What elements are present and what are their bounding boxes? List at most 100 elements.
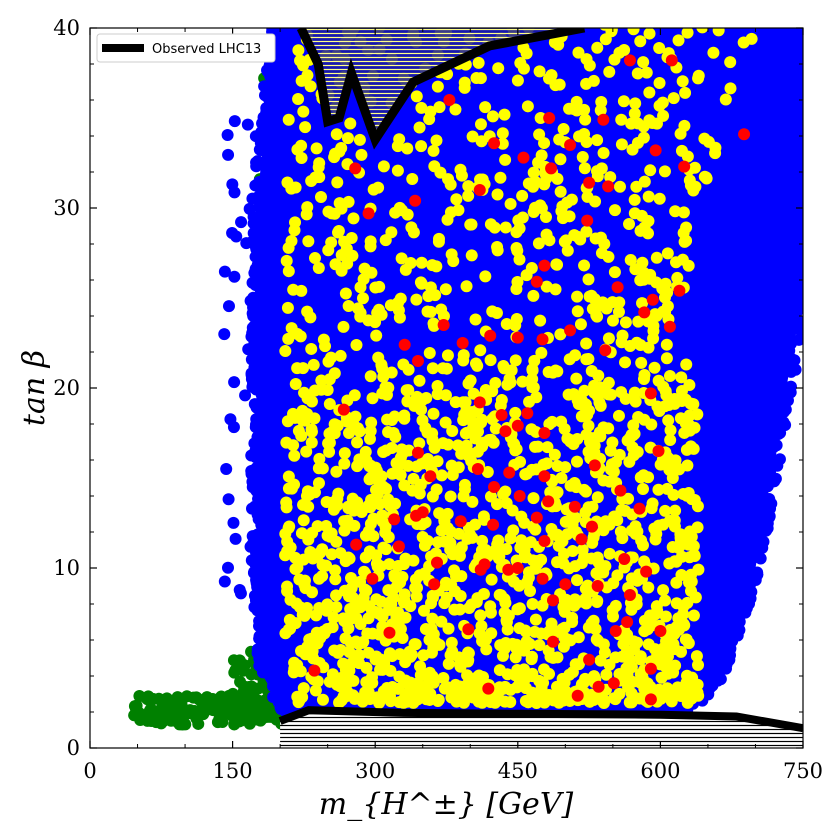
yellow-point [538, 137, 551, 150]
yellow-point [683, 525, 696, 538]
red-point [640, 565, 653, 578]
yellow-point [648, 361, 661, 374]
yellow-point [597, 146, 610, 159]
red-point [585, 520, 598, 533]
blue-point [809, 127, 821, 139]
blue-point [233, 583, 246, 596]
yellow-point [624, 340, 637, 353]
yellow-point [465, 598, 478, 611]
yellow-point [365, 497, 378, 510]
red-point [488, 481, 501, 493]
blue-point [702, 688, 715, 701]
yellow-point [321, 384, 334, 397]
yellow-point [642, 190, 655, 203]
red-point [511, 419, 524, 432]
blue-point [820, 19, 832, 31]
blue-point [822, 22, 834, 34]
yellow-point [462, 189, 475, 202]
yellow-point [677, 600, 690, 613]
yellow-point [355, 148, 368, 161]
yellow-point [484, 695, 497, 708]
blue-point [790, 262, 803, 275]
legend-box [96, 33, 276, 63]
yellow-point [629, 97, 642, 110]
red-point [564, 139, 577, 151]
yellow-point [636, 482, 649, 495]
yellow-point [441, 349, 454, 362]
yellow-point [526, 381, 539, 394]
yellow-point [370, 593, 383, 606]
blue-point [255, 530, 268, 543]
red-point [454, 515, 467, 528]
yellow-point [608, 204, 621, 217]
red-point [583, 653, 596, 666]
green-point [207, 704, 220, 717]
blue-point [271, 9, 283, 21]
yellow-point [532, 237, 545, 250]
yellow-point [416, 531, 429, 544]
yellow-point [692, 659, 705, 672]
blue-point [818, 142, 830, 154]
yellow-point [432, 232, 445, 245]
yellow-point [661, 482, 674, 495]
yellow-point [587, 432, 600, 445]
yellow-point [558, 605, 571, 618]
yellow-point [516, 189, 529, 202]
blue-point [815, 68, 827, 80]
blue-point [809, 196, 821, 208]
yellow-point [591, 41, 604, 54]
yellow-point [289, 563, 302, 576]
yellow-point [367, 512, 380, 525]
yellow-point [526, 667, 539, 680]
yellow-point [535, 553, 548, 566]
blue-point [824, 27, 836, 39]
yellow-point [437, 437, 450, 450]
yellow-point [581, 408, 594, 421]
yellow-point [330, 465, 343, 478]
yellow-point [352, 638, 365, 651]
yellow-point [621, 628, 634, 641]
yellow-point [377, 541, 390, 554]
green-point [229, 698, 242, 711]
yellow-point [669, 659, 682, 672]
blue-point [777, 405, 790, 418]
yellow-point [347, 504, 360, 517]
yellow-point [346, 591, 359, 604]
yellow-point [414, 478, 427, 491]
blue-point [811, 155, 823, 167]
yellow-point [533, 65, 546, 78]
blue-point [242, 343, 255, 356]
blue-point [817, 200, 829, 212]
yellow-point [287, 407, 300, 420]
green-point [146, 704, 159, 717]
blue-point [711, 662, 724, 675]
blue-point [813, 37, 825, 49]
red-point [644, 693, 657, 706]
blue-point [807, 232, 819, 244]
yellow-point [376, 480, 389, 493]
yellow-point [446, 468, 459, 481]
yellow-point [389, 497, 402, 510]
yellow-point [447, 255, 460, 268]
yellow-point [572, 46, 585, 59]
blue-point [815, 167, 827, 179]
blue-point [281, 4, 293, 16]
yellow-point [500, 497, 513, 510]
yellow-point [625, 524, 638, 537]
yellow-point [354, 306, 367, 319]
green-point [245, 681, 258, 694]
yellow-point [643, 28, 656, 40]
yellow-point [724, 82, 737, 95]
yellow-point [362, 686, 375, 699]
yellow-point [342, 300, 355, 313]
red-point [530, 275, 543, 288]
yellow-point [329, 564, 342, 577]
blue-point [261, 294, 274, 307]
yellow-point [480, 643, 493, 656]
yellow-point [300, 208, 313, 221]
yellow-point [653, 41, 666, 54]
yellow-point [659, 504, 672, 517]
legend: Observed LHC13 [96, 33, 276, 63]
yellow-point [573, 397, 586, 410]
